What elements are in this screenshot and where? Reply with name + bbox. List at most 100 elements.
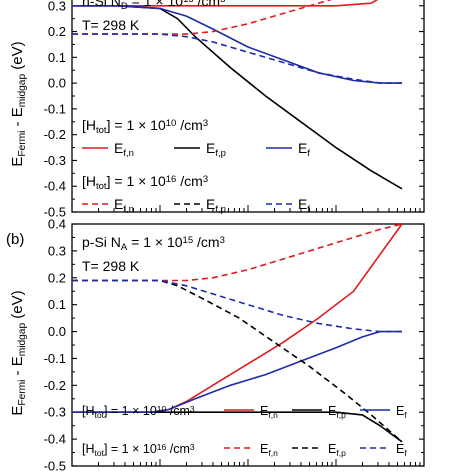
legend-title-part: [H <box>82 442 95 456</box>
legend-title-part: [H <box>82 404 95 418</box>
legend-title-part: [H <box>82 117 96 133</box>
y-tick-label: -0.2 <box>44 127 66 142</box>
legend-entry-label: Ef,p <box>328 442 346 458</box>
legend-entry-label-part: f <box>404 410 407 420</box>
legend-title: [Htot] = 1 × 1016 /cm3 <box>82 442 195 458</box>
legend-title-part: /cm <box>176 117 202 133</box>
y-tick-label: 0.1 <box>48 50 66 65</box>
legend-entry-label-part: f,n <box>268 410 278 420</box>
legend-title: [Htot] = 1 × 1010 /cm3 <box>82 404 195 420</box>
temperature-label: T= 298 K <box>82 258 140 274</box>
y-tick-label: -0.1 <box>44 351 66 366</box>
sample-description-part: = 1 × 10 <box>127 234 182 250</box>
panel-0: -0.5 -0.4 -0.3 -0.2 -0.1 0.0 0.1 0.2 0.3 T= 298 K <box>44 0 425 220</box>
y-axis-label-part: E <box>9 406 26 416</box>
sample-description: n-Si ND = 1 × 1015 /cm3 <box>82 0 225 12</box>
legend-entry-label: Ef,p <box>206 140 226 159</box>
y-axis-label-part: E <box>9 157 26 167</box>
y-tick-label: 0.2 <box>48 24 66 39</box>
y-axis-label-part: (eV) <box>9 290 26 323</box>
legend-entry-label: Ef,p <box>328 404 346 420</box>
legend-entry-label-part: f,p <box>215 148 226 159</box>
legend-title-part: ] = 1 × 10 <box>104 404 157 418</box>
y-axis-label-part: midgap <box>17 323 28 357</box>
legend-entry-label: Ef,n <box>114 196 134 215</box>
legend-title-part: /cm <box>176 173 202 189</box>
legend-entry-label-part: E <box>396 442 404 456</box>
legend-title-part: 3 <box>203 174 208 185</box>
legend-entry-label-part: f,n <box>268 448 278 458</box>
sample-description-part: p-Si N <box>82 234 121 250</box>
legend-entry-label-part: E <box>298 196 307 212</box>
y-axis-label-part: - E <box>9 356 26 379</box>
legend-entry-label-part: E <box>114 140 123 156</box>
legend-title-part: 3 <box>190 442 195 452</box>
legend-title-part: 3 <box>203 118 208 129</box>
panel-1: -0.5 -0.4 -0.3 -0.2 -0.1 0.0 0.1 0.2 0.3 0.4 (b) T=… <box>6 217 425 474</box>
y-tick-label: -0.4 <box>44 432 66 447</box>
series-line-2 <box>72 5 402 84</box>
panel-label: (b) <box>6 231 24 248</box>
sample-description-part: n-Si N <box>82 0 121 9</box>
y-tick-label: 0.0 <box>48 76 66 91</box>
y-axis-label-part: Fermi <box>17 380 28 406</box>
sample-description-part: = 1 × 10 <box>128 0 183 9</box>
y-tick-label: -0.1 <box>44 101 66 116</box>
legend-entry-label-part: f <box>307 204 310 215</box>
legend-entry-label: Ef,n <box>260 404 278 420</box>
legend-title-part: /cm <box>166 404 190 418</box>
series-line-1 <box>72 5 403 190</box>
temperature-label: T= 298 K <box>82 17 140 33</box>
legend-entry-label-part: E <box>328 404 336 418</box>
legend-title-part: 10 <box>157 404 167 414</box>
y-tick-label: -0.2 <box>44 378 66 393</box>
sample-description-part: /cm <box>193 234 219 250</box>
legend-title-part: /cm <box>166 442 190 456</box>
legend-entry-label: Ef <box>298 140 310 159</box>
legend-entry-label: Ef <box>396 442 407 458</box>
legend-title: [Htot] = 1 × 1016 /cm3 <box>82 173 208 192</box>
sample-description-part: A <box>121 242 128 253</box>
legend-entry-label: Ef,n <box>260 442 278 458</box>
legend-entry-label-part: f <box>307 148 310 159</box>
legend-title-part: tot <box>96 125 107 136</box>
y-axis-label-part: Fermi <box>17 131 28 157</box>
legend-entry-label-part: f <box>404 448 407 458</box>
legend-title-part: ] = 1 × 10 <box>107 173 166 189</box>
legend-title-part: 10 <box>166 118 177 129</box>
y-tick-label: 0.3 <box>48 0 66 13</box>
series-line-2 <box>72 330 402 414</box>
sample-description: p-Si NA = 1 × 1015 /cm3 <box>82 234 225 253</box>
sample-description-part: 3 <box>220 235 225 246</box>
sample-description-part: D <box>121 1 128 12</box>
sample-description-part: 3 <box>220 0 225 5</box>
legend-title-part: tot <box>95 410 105 420</box>
legend-entry-label-part: f,n <box>123 148 134 159</box>
legend-entry-label: Ef,n <box>114 140 134 159</box>
y-tick-label: -0.3 <box>44 153 66 168</box>
legend-entry-label-part: f,n <box>123 204 134 215</box>
y-tick-label: 0.1 <box>48 297 66 312</box>
legend-entry-label-part: E <box>396 404 404 418</box>
legend-entry-label-part: E <box>114 196 123 212</box>
series-line-5 <box>72 279 402 333</box>
y-axis-label: EFermi - Emidgap (eV) <box>9 290 28 415</box>
y-axis-label-part: midgap <box>17 74 28 108</box>
legend-entry-label-part: E <box>328 442 336 456</box>
legend-entry-label-part: E <box>260 442 268 456</box>
legend-entry-label: Ef <box>298 196 310 215</box>
y-tick-label: 0.0 <box>48 324 66 339</box>
sample-description-part: /cm <box>194 0 220 9</box>
legend-entry-label-part: f,p <box>336 448 346 458</box>
sample-description-part: 15 <box>183 235 194 246</box>
legend-title-part: tot <box>96 181 107 192</box>
legend-title-part: tot <box>95 448 105 458</box>
legend-entry-label-part: E <box>206 196 215 212</box>
legend-entry-label: Ef <box>396 404 407 420</box>
y-axis-label: EFermi - Emidgap (eV) <box>9 41 28 166</box>
legend-title-part: ] = 1 × 10 <box>104 442 157 456</box>
y-tick-label: 0.3 <box>48 243 66 258</box>
legend-entry-label-part: E <box>206 140 215 156</box>
sample-description-part: 15 <box>183 0 194 5</box>
